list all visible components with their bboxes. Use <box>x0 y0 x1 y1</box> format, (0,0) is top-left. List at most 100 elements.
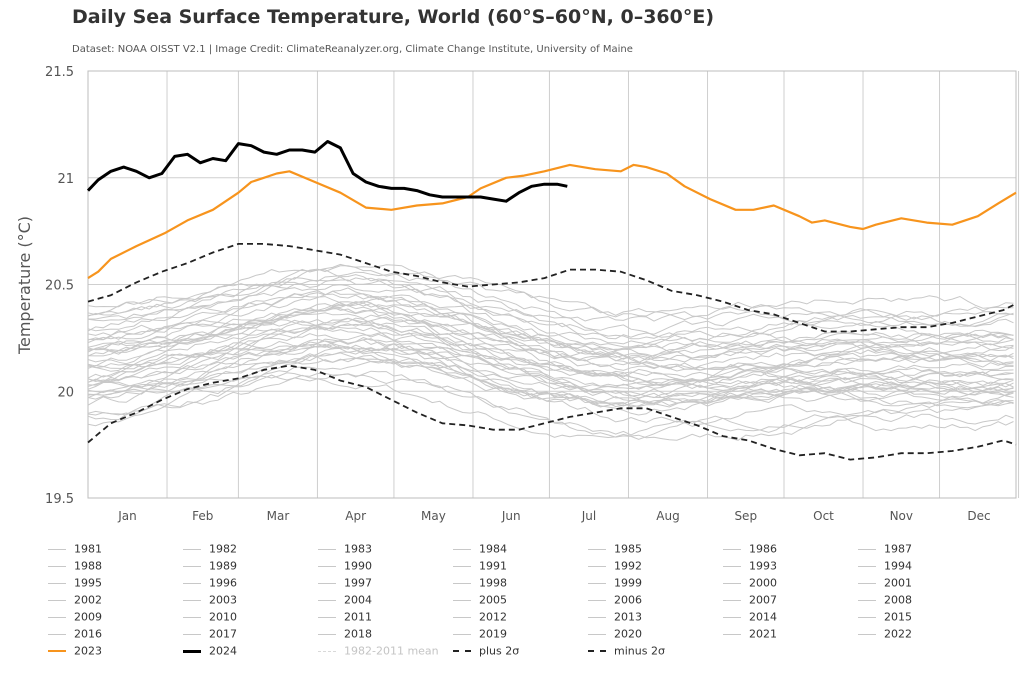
legend-item[interactable]: 2018 <box>318 627 372 643</box>
historical-year-line <box>87 347 1014 404</box>
legend-item[interactable]: 1998 <box>453 576 507 592</box>
legend-item[interactable]: 2008 <box>858 593 912 609</box>
legend-swatch <box>48 650 66 652</box>
legend-swatch <box>858 548 876 550</box>
legend-item[interactable]: 2022 <box>858 627 912 643</box>
legend-item[interactable]: 1999 <box>588 576 642 592</box>
legend-item[interactable]: 2001 <box>858 576 912 592</box>
legend-item[interactable]: 2010 <box>183 610 237 626</box>
legend-item[interactable]: 2019 <box>453 627 507 643</box>
legend-item[interactable]: 2013 <box>588 610 642 626</box>
historical-year-line <box>87 325 1014 384</box>
legend-item[interactable]: 1983 <box>318 542 372 558</box>
legend-swatch <box>453 650 471 652</box>
legend-item[interactable]: 2011 <box>318 610 372 626</box>
legend-item[interactable]: 2009 <box>48 610 102 626</box>
grid <box>87 70 1020 499</box>
legend-item[interactable]: 1982 <box>183 542 237 558</box>
legend-item[interactable]: 2003 <box>183 593 237 609</box>
legend-item[interactable]: 2023 <box>48 644 102 660</box>
legend-item[interactable]: 1988 <box>48 559 102 575</box>
legend-item[interactable]: 2017 <box>183 627 237 643</box>
legend-item[interactable]: 1993 <box>723 559 777 575</box>
legend-swatch <box>318 616 336 618</box>
legend-swatch <box>723 582 741 584</box>
legend-label: 2010 <box>209 610 237 624</box>
historical-year-line <box>87 290 1014 346</box>
legend-item[interactable]: 1997 <box>318 576 372 592</box>
legend-label: 1998 <box>479 576 507 590</box>
legend-swatch <box>588 548 606 550</box>
historical-year-line <box>87 279 1014 342</box>
legend-item[interactable]: 1987 <box>858 542 912 558</box>
legend-item[interactable]: 1994 <box>858 559 912 575</box>
legend-swatch <box>318 582 336 584</box>
legend-label: 1995 <box>74 576 102 590</box>
legend-item[interactable]: 1985 <box>588 542 642 558</box>
legend-swatch <box>858 616 876 618</box>
legend-label: 2012 <box>479 610 507 624</box>
legend-item[interactable]: 2000 <box>723 576 777 592</box>
legend-item[interactable]: 1984 <box>453 542 507 558</box>
legend-item[interactable]: 2012 <box>453 610 507 626</box>
legend-label: 2002 <box>74 593 102 607</box>
legend-item[interactable]: plus 2σ <box>453 644 519 660</box>
legend-swatch <box>723 616 741 618</box>
legend-item[interactable]: 1982-2011 mean <box>318 644 439 660</box>
x-tick-label: Jan <box>117 509 137 523</box>
legend-label: 2011 <box>344 610 372 624</box>
historical-year-line <box>87 287 1014 357</box>
legend-label: 1994 <box>884 559 912 573</box>
legend-item[interactable]: 1990 <box>318 559 372 575</box>
legend-item[interactable]: 1992 <box>588 559 642 575</box>
legend-label: 2005 <box>479 593 507 607</box>
legend-label: 2015 <box>884 610 912 624</box>
legend-swatch <box>453 633 471 635</box>
legend-swatch <box>48 582 66 584</box>
legend-item[interactable]: 1989 <box>183 559 237 575</box>
legend-swatch <box>453 565 471 567</box>
legend-swatch <box>318 599 336 601</box>
legend-item[interactable]: 2007 <box>723 593 777 609</box>
series-lines <box>86 140 1017 461</box>
historical-year-line <box>88 284 1014 351</box>
historical-year-line <box>87 274 1014 340</box>
x-tick-label: Sep <box>734 509 757 523</box>
x-tick-label: Aug <box>656 509 679 523</box>
legend-swatch <box>183 565 201 567</box>
legend-swatch <box>453 582 471 584</box>
legend-label: 2018 <box>344 627 372 641</box>
legend-item[interactable]: 2016 <box>48 627 102 643</box>
legend-item[interactable]: 2002 <box>48 593 102 609</box>
legend-item[interactable]: 2005 <box>453 593 507 609</box>
x-tick-label: Dec <box>967 509 990 523</box>
legend-item[interactable]: 2006 <box>588 593 642 609</box>
legend-item[interactable]: minus 2σ <box>588 644 665 660</box>
legend-label: 1999 <box>614 576 642 590</box>
legend-item[interactable]: 1991 <box>453 559 507 575</box>
legend-swatch <box>723 548 741 550</box>
legend-item[interactable]: 2015 <box>858 610 912 626</box>
legend-item[interactable]: 2024 <box>183 644 237 660</box>
legend-item[interactable]: 2004 <box>318 593 372 609</box>
legend-item[interactable]: 1981 <box>48 542 102 558</box>
legend-label: 1989 <box>209 559 237 573</box>
legend-item[interactable]: 2014 <box>723 610 777 626</box>
legend-item[interactable]: 1996 <box>183 576 237 592</box>
legend-label: 2019 <box>479 627 507 641</box>
legend-swatch <box>183 616 201 618</box>
historical-year-line <box>87 338 1014 397</box>
historical-year-line <box>87 343 1014 394</box>
historical-year-line <box>87 317 1014 382</box>
legend-item[interactable]: 2020 <box>588 627 642 643</box>
legend-item[interactable]: 2021 <box>723 627 777 643</box>
legend-item[interactable]: 1986 <box>723 542 777 558</box>
x-tick-label: Feb <box>192 509 213 523</box>
legend-item[interactable]: 1995 <box>48 576 102 592</box>
legend-label: 2023 <box>74 644 102 658</box>
legend-label: 1987 <box>884 542 912 556</box>
historical-year-line <box>87 357 1014 409</box>
legend-swatch <box>183 633 201 635</box>
legend-label: 2020 <box>614 627 642 641</box>
historical-year-line <box>87 302 1014 362</box>
